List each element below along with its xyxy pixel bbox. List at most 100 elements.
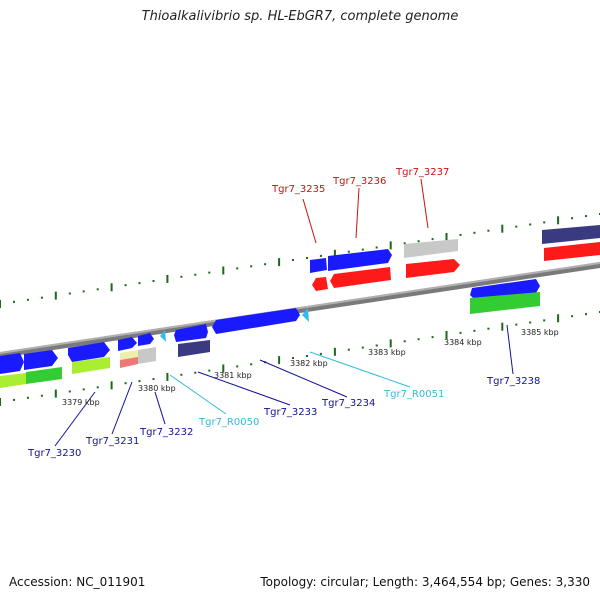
scale-tick xyxy=(208,369,211,372)
scale-tick xyxy=(110,283,113,292)
scale-tick xyxy=(375,344,378,347)
scale-tick xyxy=(124,382,127,385)
gene-label[interactable]: Tgr7_3237 xyxy=(395,167,449,178)
scale-tick xyxy=(389,339,392,348)
scale-tick xyxy=(68,390,71,393)
rna-feature[interactable] xyxy=(160,330,166,342)
scale-tick xyxy=(445,331,448,339)
scale-tick xyxy=(557,314,560,323)
gene-feature[interactable] xyxy=(310,258,327,273)
gene-feature[interactable] xyxy=(470,279,540,301)
scale-tick xyxy=(529,223,532,226)
scale-tick xyxy=(333,347,336,356)
scale-tick xyxy=(236,365,239,368)
scale-tick xyxy=(487,327,490,330)
gene-feature[interactable] xyxy=(212,308,300,334)
scale-tick xyxy=(292,357,294,359)
scale-label: 3379 kbp xyxy=(62,398,100,407)
scale-tick xyxy=(180,373,183,376)
scale-tick xyxy=(571,315,574,318)
scale-tick xyxy=(515,323,518,326)
scale-tick xyxy=(347,250,350,253)
gene-label[interactable]: Tgr7_3235 xyxy=(271,184,325,195)
gene-feature[interactable] xyxy=(26,367,62,384)
map-title: Thioalkalivibrio sp. HL-EbGR7, complete … xyxy=(141,9,459,24)
scale-tick xyxy=(138,282,141,285)
gene-label[interactable]: Tgr7_3233 xyxy=(263,407,317,418)
gene-label[interactable]: Tgr7_3232 xyxy=(139,427,193,438)
gene-feature[interactable] xyxy=(312,277,328,291)
scale-tick xyxy=(278,356,281,365)
scale-tick xyxy=(166,274,169,283)
gene-feature[interactable] xyxy=(118,337,137,351)
scale-tick xyxy=(459,233,462,236)
gene-feature[interactable] xyxy=(24,350,58,370)
scale-tick xyxy=(306,355,308,357)
scale-tick xyxy=(68,292,71,295)
gene-feature[interactable] xyxy=(68,342,110,362)
scale-tick xyxy=(0,398,1,406)
scale-tick xyxy=(361,248,364,251)
scale-tick xyxy=(571,217,574,220)
scale-tick xyxy=(236,267,239,270)
scale-tick xyxy=(347,348,350,351)
scale-tick xyxy=(250,363,253,366)
scale-tick xyxy=(82,290,85,293)
scale-label: 3385 kbp xyxy=(521,328,559,337)
gene-feature[interactable] xyxy=(542,225,600,244)
scale-label: 3382 kbp xyxy=(290,359,328,368)
scale-tick xyxy=(501,322,504,331)
label-leader-lines xyxy=(54,178,514,447)
gene-feature[interactable] xyxy=(0,353,24,374)
scale-label: 3383 kbp xyxy=(368,348,406,357)
gene-label[interactable]: Tgr7_3230 xyxy=(27,448,81,459)
scale-tick xyxy=(306,257,308,259)
gene-label[interactable]: Tgr7_3231 xyxy=(85,436,139,447)
scale-tick xyxy=(96,386,99,389)
scale-tick xyxy=(431,336,434,339)
gene-labels: Tgr7_3235 Tgr7_3236 Tgr7_3237 Tgr7_3230 … xyxy=(27,167,540,459)
scale-label: 3384 kbp xyxy=(444,338,482,347)
gene-feature[interactable] xyxy=(328,249,392,271)
gene-feature[interactable] xyxy=(138,333,154,346)
gene-label[interactable]: Tgr7_R0050 xyxy=(198,417,259,428)
gene-feature[interactable] xyxy=(330,267,391,288)
gene-label[interactable]: Tgr7_3234 xyxy=(321,398,375,409)
scale-tick xyxy=(473,231,476,234)
gene-feature[interactable] xyxy=(544,242,600,261)
gene-label[interactable]: Tgr7_R0051 xyxy=(383,389,444,400)
gene-feature[interactable] xyxy=(120,350,138,360)
gene-feature[interactable] xyxy=(470,292,540,314)
gene-feature[interactable] xyxy=(178,340,210,357)
scale-tick xyxy=(417,240,420,243)
scale-tick xyxy=(0,300,1,308)
scale-tick xyxy=(319,352,322,355)
scale-tick xyxy=(40,394,43,397)
scale-tick xyxy=(403,340,406,343)
gene-feature[interactable] xyxy=(138,347,156,364)
scale-tick xyxy=(585,313,587,316)
scale-tick xyxy=(26,396,29,399)
scale-tick xyxy=(557,216,560,225)
scale-tick xyxy=(403,242,406,245)
gene-feature[interactable] xyxy=(406,259,460,278)
scale-tick xyxy=(152,280,155,282)
gene-label[interactable]: Tgr7_3238 xyxy=(486,376,540,387)
gene-feature[interactable] xyxy=(174,324,208,342)
scale-tick xyxy=(389,241,392,250)
scale-tick xyxy=(529,321,532,324)
gene-feature[interactable] xyxy=(404,239,458,258)
reverse-genes xyxy=(0,242,600,388)
gene-label[interactable]: Tgr7_3236 xyxy=(332,176,386,187)
scale-tick xyxy=(180,275,183,278)
scale-tick xyxy=(250,265,253,268)
gene-feature[interactable] xyxy=(0,373,26,388)
scale-label: 3380 kbp xyxy=(138,384,176,393)
scale-tick xyxy=(501,224,504,233)
gene-feature[interactable] xyxy=(72,357,110,374)
scale-tick xyxy=(417,338,420,341)
genome-backbone xyxy=(0,262,600,358)
gene-feature[interactable] xyxy=(120,357,138,368)
rna-feature[interactable] xyxy=(302,308,309,322)
